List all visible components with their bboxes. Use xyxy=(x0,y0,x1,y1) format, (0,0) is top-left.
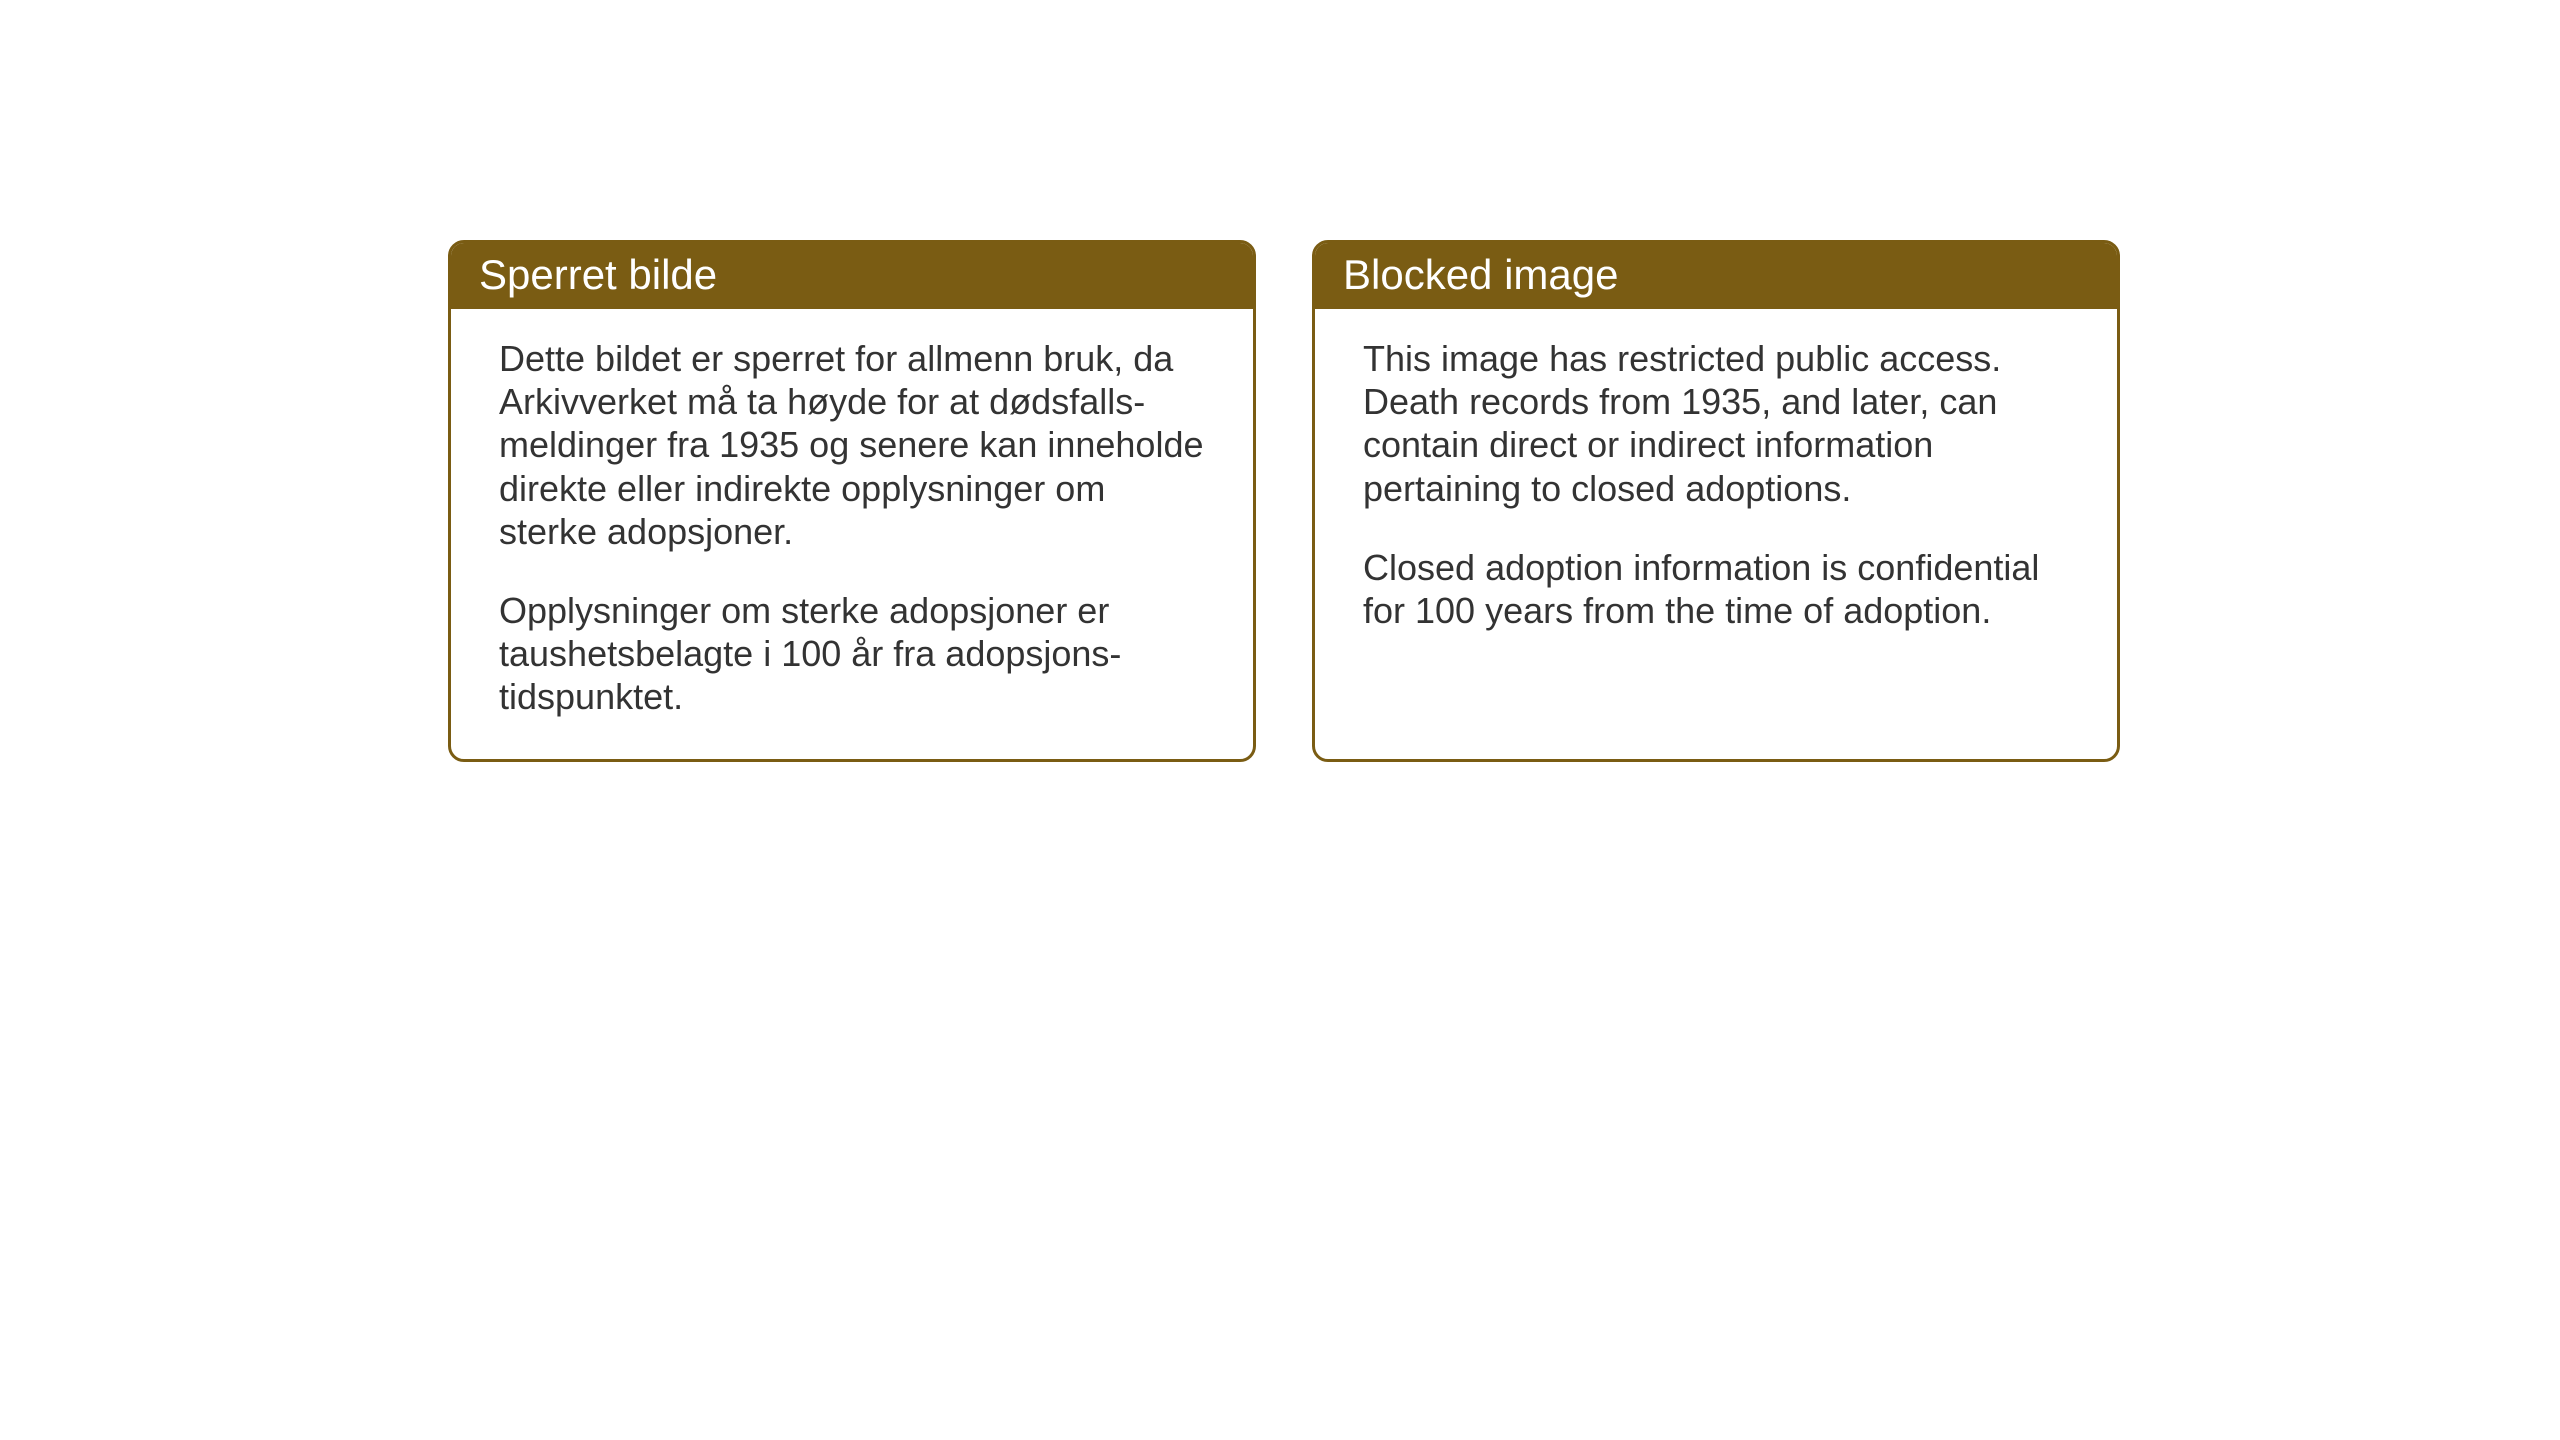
card-paragraph: Closed adoption information is confident… xyxy=(1363,546,2077,632)
card-title: Blocked image xyxy=(1343,251,1618,298)
card-header: Blocked image xyxy=(1315,243,2117,309)
card-paragraph: This image has restricted public access.… xyxy=(1363,337,2077,510)
card-header: Sperret bilde xyxy=(451,243,1253,309)
card-paragraph: Opplysninger om sterke adopsjoner er tau… xyxy=(499,589,1213,719)
notice-card-english: Blocked image This image has restricted … xyxy=(1312,240,2120,762)
notice-cards-container: Sperret bilde Dette bildet er sperret fo… xyxy=(448,240,2120,762)
notice-card-norwegian: Sperret bilde Dette bildet er sperret fo… xyxy=(448,240,1256,762)
card-paragraph: Dette bildet er sperret for allmenn bruk… xyxy=(499,337,1213,553)
card-body: This image has restricted public access.… xyxy=(1315,309,2117,672)
card-body: Dette bildet er sperret for allmenn bruk… xyxy=(451,309,1253,759)
card-title: Sperret bilde xyxy=(479,251,717,298)
